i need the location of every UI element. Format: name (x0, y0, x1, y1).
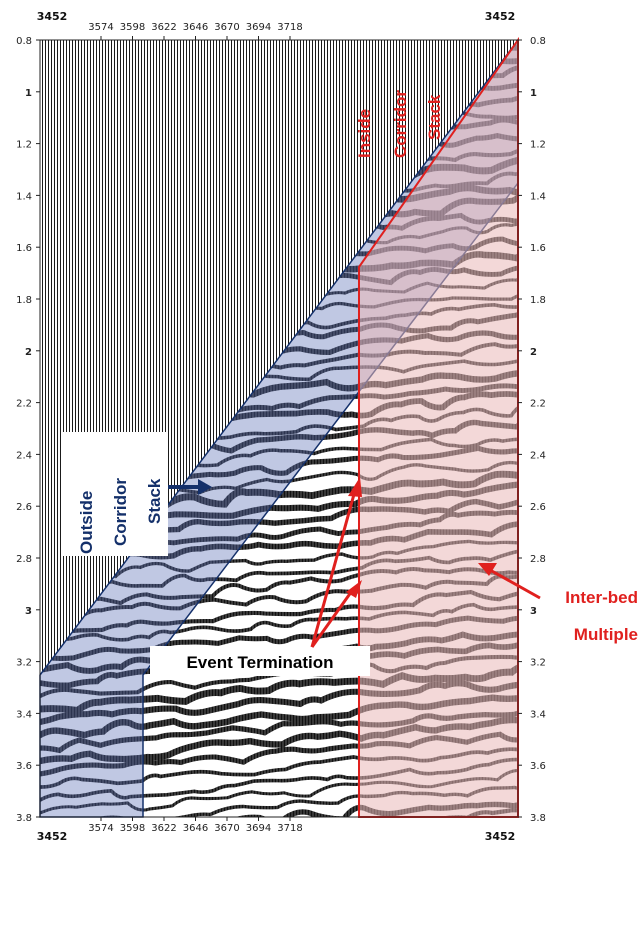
inter-bed-arrow (478, 563, 541, 600)
y-tick-label-right: 1.6 (530, 243, 546, 254)
y-tick-label-left: 3 (25, 606, 32, 617)
event-termination-box (150, 646, 370, 676)
x-tick-label-top: 3694 (246, 22, 271, 33)
y-tick-label-left: 3.4 (16, 709, 32, 720)
y-tick-label-right: 3.6 (530, 761, 546, 772)
outside-label-line3: Stack (145, 478, 164, 524)
x-tick-label-top: 3622 (151, 22, 176, 33)
y-tick-label-left: 2 (25, 347, 32, 358)
y-tick-label-left: 1.8 (16, 295, 32, 306)
y-tick-label-left: 2.6 (16, 502, 32, 513)
x-end-label-top-right: 3452 (485, 10, 516, 23)
x-tick-label-top: 3718 (277, 22, 302, 33)
inter-bed-label-line2: Multiple (574, 625, 638, 644)
outside-corridor-annotation: Outside Corridor Stack (62, 432, 212, 556)
event-termination-arrow (310, 477, 362, 648)
y-tick-label-right: 2 (530, 347, 537, 358)
x-tick-label-bottom: 3718 (277, 823, 302, 834)
x-tick-label-bottom: 3574 (88, 823, 113, 834)
x-end-label-bottom-right: 3452 (485, 830, 516, 843)
x-tick-label-top: 3670 (214, 22, 239, 33)
y-tick-label-right: 1.4 (530, 191, 546, 202)
y-tick-label-left: 2.8 (16, 554, 32, 565)
y-tick-label-right: 2.2 (530, 399, 546, 410)
y-tick-label-left: 3.6 (16, 761, 32, 772)
x-tick-label-top: 3574 (88, 22, 113, 33)
outside-label-line1: Outside (77, 491, 96, 554)
y-tick-label-right: 2.6 (530, 502, 546, 513)
x-tick-label-bottom: 3670 (214, 823, 239, 834)
x-end-label-top-left: 3452 (37, 10, 68, 23)
y-tick-label-left: 0.8 (16, 36, 32, 47)
x-tick-label-bottom: 3646 (183, 823, 208, 834)
event-termination-annotation: Event Termination (150, 477, 370, 676)
event-termination-label: Event Termination (186, 653, 333, 672)
inside-label-line1: Inside (355, 109, 374, 158)
y-tick-label-right: 1.2 (530, 140, 546, 151)
inside-label-line3: Stack (425, 94, 444, 140)
y-tick-label-right: 1 (530, 88, 537, 99)
y-tick-label-left: 2.2 (16, 399, 32, 410)
y-tick-label-right: 2.8 (530, 554, 546, 565)
y-tick-label-right: 0.8 (530, 36, 546, 47)
y-tick-label-right: 3.8 (530, 813, 546, 824)
plot-frame (39, 39, 519, 818)
y-tick-label-left: 3.8 (16, 813, 32, 824)
outside-label-box (62, 432, 168, 556)
y-tick-label-right: 3.4 (530, 709, 546, 720)
x-tick-label-bottom: 3622 (151, 823, 176, 834)
y-tick-label-left: 1.6 (16, 243, 32, 254)
x-end-label-bottom-left: 3452 (37, 830, 68, 843)
y-tick-label-left: 1.2 (16, 140, 32, 151)
x-tick-label-top: 3646 (183, 22, 208, 33)
y-tick-label-right: 3 (530, 606, 537, 617)
x-tick-label-top: 3598 (120, 22, 145, 33)
y-tick-label-left: 3.2 (16, 658, 32, 669)
inter-bed-label-line1: Inter-bed (565, 588, 638, 607)
outside-label-line2: Corridor (111, 478, 130, 546)
y-tick-label-right: 2.4 (530, 450, 546, 461)
y-tick-label-right: 3.2 (530, 658, 546, 669)
axes: 0.8 0.8 1 1 1.2 1.2 1.4 1.4 1.6 1.6 1.8 1.8 2 2 2.2 2.2… (16, 10, 546, 843)
x-tick-label-bottom: 3598 (120, 823, 145, 834)
outside-arrow (168, 479, 212, 495)
inter-bed-annotation: Inter-bed Multiple (478, 563, 638, 644)
y-tick-label-right: 1.8 (530, 295, 546, 306)
y-tick-label-left: 1 (25, 88, 32, 99)
x-tick-label-bottom: 3694 (246, 823, 271, 834)
inside-label-line2: Corridor (391, 90, 410, 158)
y-tick-label-left: 2.4 (16, 450, 32, 461)
y-tick-label-left: 1.4 (16, 191, 32, 202)
inside-corridor-annotation: Inside Corridor Stack (355, 90, 444, 158)
